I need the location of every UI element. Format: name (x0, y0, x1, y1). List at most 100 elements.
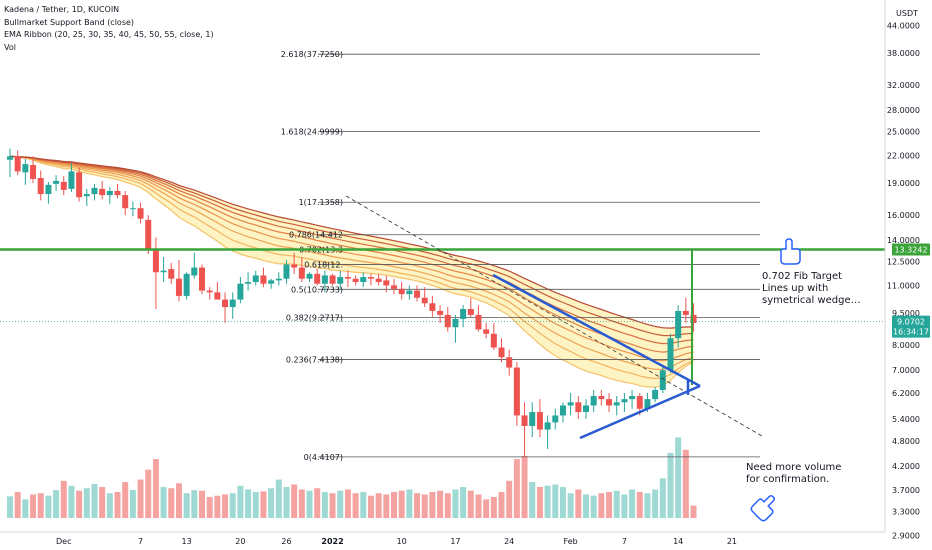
candle-body (521, 415, 528, 426)
fib-level-label: 2.618(37.7250) (281, 50, 343, 59)
candle-body (160, 270, 167, 273)
price-tick-label: 5.4000 (892, 415, 920, 424)
volume-bar (421, 494, 428, 518)
candle-body (575, 402, 582, 413)
ema-ribbon-band (9, 155, 694, 388)
candle-body (367, 277, 374, 279)
candle-body (352, 278, 359, 283)
candle-body (168, 269, 175, 279)
volume-bar (30, 494, 37, 518)
last-price-label: 9.0702 (897, 318, 925, 327)
candle-body (68, 171, 75, 189)
volume-bar (652, 489, 659, 518)
candle-body (137, 208, 144, 219)
candle-body (613, 402, 620, 406)
volume-bar (552, 484, 559, 518)
volume-bar (252, 491, 259, 518)
candle-body (644, 399, 651, 409)
candle-body (483, 329, 490, 334)
candle-body (414, 290, 421, 298)
volume-bar (68, 485, 75, 518)
candle-body (199, 267, 205, 291)
volume-bar (344, 489, 351, 518)
candle-body (513, 367, 520, 416)
price-tick-label: 7.0000 (892, 366, 920, 375)
pointing-hand-icon (780, 238, 801, 265)
volume-bar (659, 478, 666, 518)
candle-body (60, 181, 67, 190)
volume-bar (690, 505, 697, 518)
symbol-title[interactable]: Kadena / Tether, 1D, KUCOIN (4, 5, 120, 14)
volume-bar (145, 469, 152, 518)
price-tick-label: 3.3000 (892, 507, 920, 516)
volume-bar (206, 496, 213, 518)
candle-body (260, 275, 267, 284)
candle-body (636, 396, 643, 409)
candle-body (590, 396, 597, 406)
candle-body (444, 314, 451, 328)
volume-bar (106, 493, 113, 518)
price-tick-label: 25.0000 (887, 127, 920, 136)
volume-bar (168, 488, 175, 518)
price-tick-label: 19.0000 (887, 179, 920, 188)
candle-body (536, 412, 543, 430)
candle-body (529, 412, 536, 426)
candle-body (106, 190, 113, 196)
volume-bar (237, 485, 244, 518)
candle-body (606, 399, 613, 406)
candlesticks (7, 148, 697, 458)
volume-bar (567, 493, 574, 518)
fib-level-label: 0.382(9.2717) (286, 313, 343, 322)
candle-body (583, 405, 589, 413)
volume-bar (606, 491, 613, 518)
volume-bar (536, 487, 543, 518)
price-tick-label: 2.9000 (892, 532, 920, 541)
indicator-bullmarket-band[interactable]: Bullmarket Support Band (close) (4, 17, 135, 27)
volume-bar (268, 488, 275, 518)
indicator-volume[interactable]: Vol (4, 42, 16, 52)
candle-body (567, 402, 574, 406)
volume-bar (160, 487, 167, 518)
candle-body (544, 422, 551, 430)
volume-bar (329, 493, 336, 518)
time-tick-label: 26 (281, 537, 291, 546)
candle-body (682, 310, 689, 315)
volume-bar (291, 484, 298, 518)
volume-bar (91, 483, 98, 518)
volume-bar (45, 495, 52, 518)
candle-body (360, 277, 367, 283)
price-tick-label: 6.2000 (892, 389, 920, 398)
price-tick-label: 28.0000 (887, 106, 920, 115)
volume-bar (352, 493, 359, 518)
volume-bar (229, 493, 236, 518)
volume-bar (122, 482, 129, 518)
volume-bar (444, 493, 451, 518)
volume-bar (199, 490, 205, 518)
pointing-hand-icon-2 (750, 495, 775, 522)
candle-body (475, 314, 482, 330)
candle-body (337, 277, 344, 284)
candle-body (14, 156, 21, 172)
volume-bar (429, 491, 436, 518)
price-tick-label: 12.5000 (887, 257, 920, 266)
volume-bar (183, 493, 190, 518)
volume-bar (298, 489, 305, 518)
volume-bar (575, 489, 582, 518)
volume-bar (529, 482, 536, 518)
volume-bar (22, 499, 29, 518)
time-tick-label: Feb (564, 537, 578, 546)
candle-body (675, 310, 682, 339)
candle-body (298, 267, 305, 279)
candle-body (275, 278, 282, 281)
candle-body (421, 297, 428, 304)
indicator-ema-ribbon[interactable]: EMA Ribbon (20, 25, 30, 35, 40, 45, 50, … (4, 30, 214, 39)
volume-bar (483, 499, 490, 518)
time-tick-label: 2022 (321, 537, 343, 546)
candle-body (191, 267, 198, 276)
price-tick-label: 16.0000 (887, 211, 920, 220)
candle-body (30, 164, 37, 179)
fib-level-label: 0.618(12. (304, 260, 343, 269)
chart-legend: Kadena / Tether, 1D, KUCOIN Bullmarket S… (4, 4, 214, 54)
dashed-trendline (345, 195, 763, 437)
